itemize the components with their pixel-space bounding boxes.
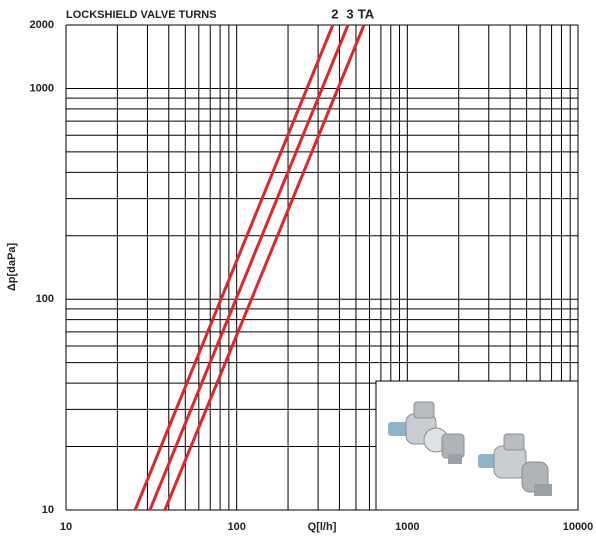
y-tick-label: 100	[36, 293, 54, 305]
x-tick-label: 1000	[395, 521, 419, 533]
chart-title: LOCKSHIELD VALVE TURNS	[66, 9, 217, 21]
x-tick-label: 10000	[563, 521, 594, 533]
y-tick-label: 2000	[30, 19, 54, 31]
legend-label: 3	[346, 6, 353, 21]
product-photo	[375, 380, 579, 511]
x-axis-label: Q[l/h]	[308, 521, 337, 533]
x-tick-label: 10	[60, 521, 72, 533]
y-tick-label: 1000	[30, 82, 54, 94]
valve-curve	[163, 24, 366, 511]
y-axis-label: Δp[daPa]	[6, 243, 18, 292]
legend-label: 2	[331, 6, 338, 21]
legend-label: TA	[358, 6, 375, 21]
valve-curve	[148, 24, 350, 511]
y-tick-label: 10	[42, 504, 54, 516]
x-tick-label: 100	[227, 521, 245, 533]
valve-curve	[133, 24, 335, 511]
